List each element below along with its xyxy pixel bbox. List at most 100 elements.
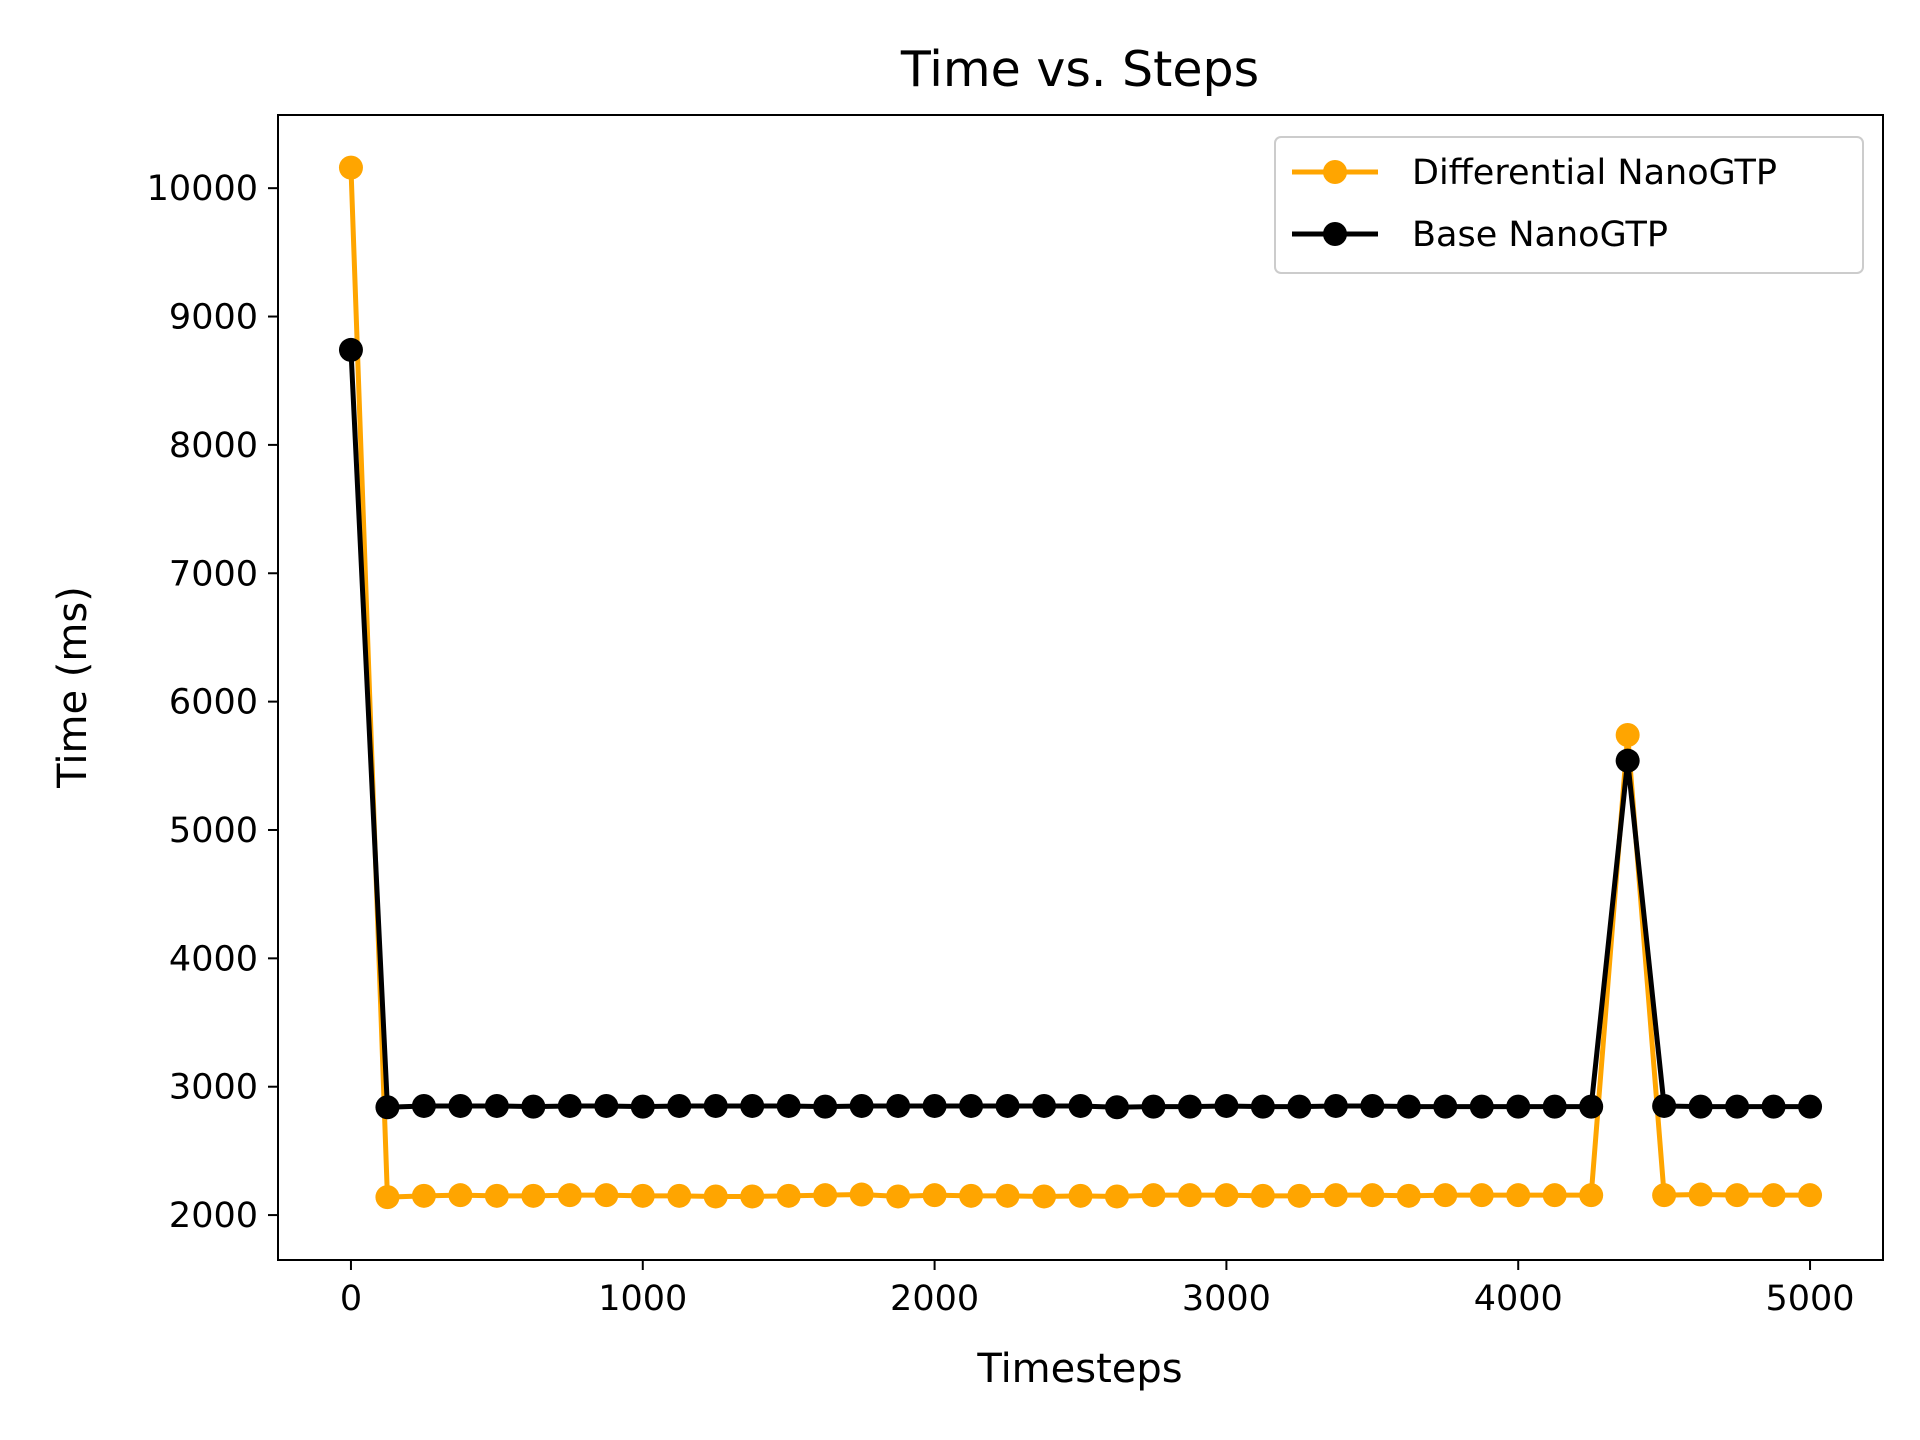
data-point	[849, 1093, 874, 1118]
data-point	[557, 1093, 582, 1118]
y-tick-label: 7000	[169, 554, 258, 594]
data-point	[703, 1184, 728, 1209]
data-point	[1323, 1183, 1348, 1208]
legend-marker	[1323, 160, 1347, 184]
data-point	[1250, 1094, 1275, 1119]
data-point	[1798, 1094, 1823, 1119]
data-point	[813, 1094, 838, 1119]
data-point	[1250, 1183, 1275, 1208]
data-point	[411, 1183, 436, 1208]
data-point	[1360, 1183, 1385, 1208]
legend-marker	[1323, 222, 1347, 246]
data-point	[1177, 1094, 1202, 1119]
y-tick-label: 6000	[169, 683, 258, 723]
y-tick-label: 2000	[169, 1196, 258, 1236]
data-point	[849, 1182, 874, 1207]
data-point	[776, 1093, 801, 1118]
data-point	[557, 1183, 582, 1208]
data-point	[448, 1093, 473, 1118]
data-point	[995, 1183, 1020, 1208]
data-point	[338, 155, 363, 180]
data-point	[1506, 1094, 1531, 1119]
legend-label: Differential NanoGTP	[1412, 153, 1777, 193]
data-point	[703, 1093, 728, 1118]
data-point	[1688, 1182, 1713, 1207]
y-tick-label: 5000	[169, 811, 258, 851]
x-tick-label: 4000	[1474, 1279, 1563, 1319]
data-point	[1214, 1183, 1239, 1208]
y-tick-label: 3000	[169, 1068, 258, 1108]
chart-title: Time vs. Steps	[900, 41, 1259, 98]
data-point	[1396, 1183, 1421, 1208]
data-point	[886, 1184, 911, 1209]
data-point	[1469, 1094, 1494, 1119]
data-point	[1761, 1183, 1786, 1208]
legend: Differential NanoGTP Base NanoGTP	[1274, 136, 1864, 274]
legend-item: Differential NanoGTP	[1292, 153, 1777, 193]
legend-label: Base NanoGTP	[1412, 215, 1668, 255]
y-axis-label: Time (ms)	[50, 586, 96, 789]
data-point	[1360, 1093, 1385, 1118]
data-point	[375, 1095, 400, 1120]
data-point	[1579, 1183, 1604, 1208]
data-point	[1579, 1094, 1604, 1119]
data-point	[630, 1094, 655, 1119]
x-tick-label: 2000	[890, 1279, 979, 1319]
data-point	[1214, 1093, 1239, 1118]
data-point	[1652, 1093, 1677, 1118]
data-point	[1542, 1183, 1567, 1208]
data-point	[740, 1093, 765, 1118]
data-point	[1068, 1093, 1093, 1118]
data-point	[1798, 1183, 1823, 1208]
series-1	[338, 337, 1823, 1120]
data-point	[886, 1093, 911, 1118]
data-point	[1141, 1094, 1166, 1119]
data-point	[995, 1093, 1020, 1118]
y-tick-label: 9000	[169, 298, 258, 338]
data-point	[1761, 1094, 1786, 1119]
data-point	[1287, 1094, 1312, 1119]
data-point	[1542, 1094, 1567, 1119]
data-point	[1433, 1094, 1458, 1119]
x-axis-label: Timesteps	[976, 1346, 1182, 1392]
data-point	[1032, 1184, 1057, 1209]
data-point	[959, 1183, 984, 1208]
data-point	[1433, 1183, 1458, 1208]
data-point	[630, 1183, 655, 1208]
x-tick-label: 1000	[598, 1279, 687, 1319]
data-point	[1287, 1183, 1312, 1208]
data-point	[484, 1183, 509, 1208]
data-point	[1396, 1094, 1421, 1119]
data-point	[521, 1183, 546, 1208]
data-point	[1725, 1094, 1750, 1119]
data-point	[448, 1183, 473, 1208]
y-axis: 2000 3000 4000 5000 6000 7000 8000 9000 10000	[147, 169, 278, 1236]
data-point	[667, 1093, 692, 1118]
data-point	[740, 1184, 765, 1209]
data-point	[338, 337, 363, 362]
data-point	[667, 1183, 692, 1208]
data-point	[1725, 1183, 1750, 1208]
series-0	[338, 155, 1823, 1210]
plot-frame	[277, 114, 1884, 1261]
data-point	[1688, 1094, 1713, 1119]
data-point	[1177, 1183, 1202, 1208]
data-point	[1032, 1093, 1057, 1118]
data-point	[813, 1183, 838, 1208]
data-point	[1469, 1183, 1494, 1208]
data-point	[1068, 1183, 1093, 1208]
y-tick-label: 8000	[169, 426, 258, 466]
data-point	[776, 1183, 801, 1208]
data-point	[1506, 1183, 1531, 1208]
data-point	[375, 1185, 400, 1210]
legend-box	[1274, 136, 1864, 274]
x-tick-label: 0	[340, 1279, 362, 1319]
x-tick-label: 3000	[1182, 1279, 1271, 1319]
data-point	[1323, 1093, 1348, 1118]
data-point	[1141, 1183, 1166, 1208]
legend-item: Base NanoGTP	[1292, 215, 1668, 255]
data-point	[411, 1093, 436, 1118]
data-point	[594, 1183, 619, 1208]
series-line	[348, 349, 1811, 1110]
